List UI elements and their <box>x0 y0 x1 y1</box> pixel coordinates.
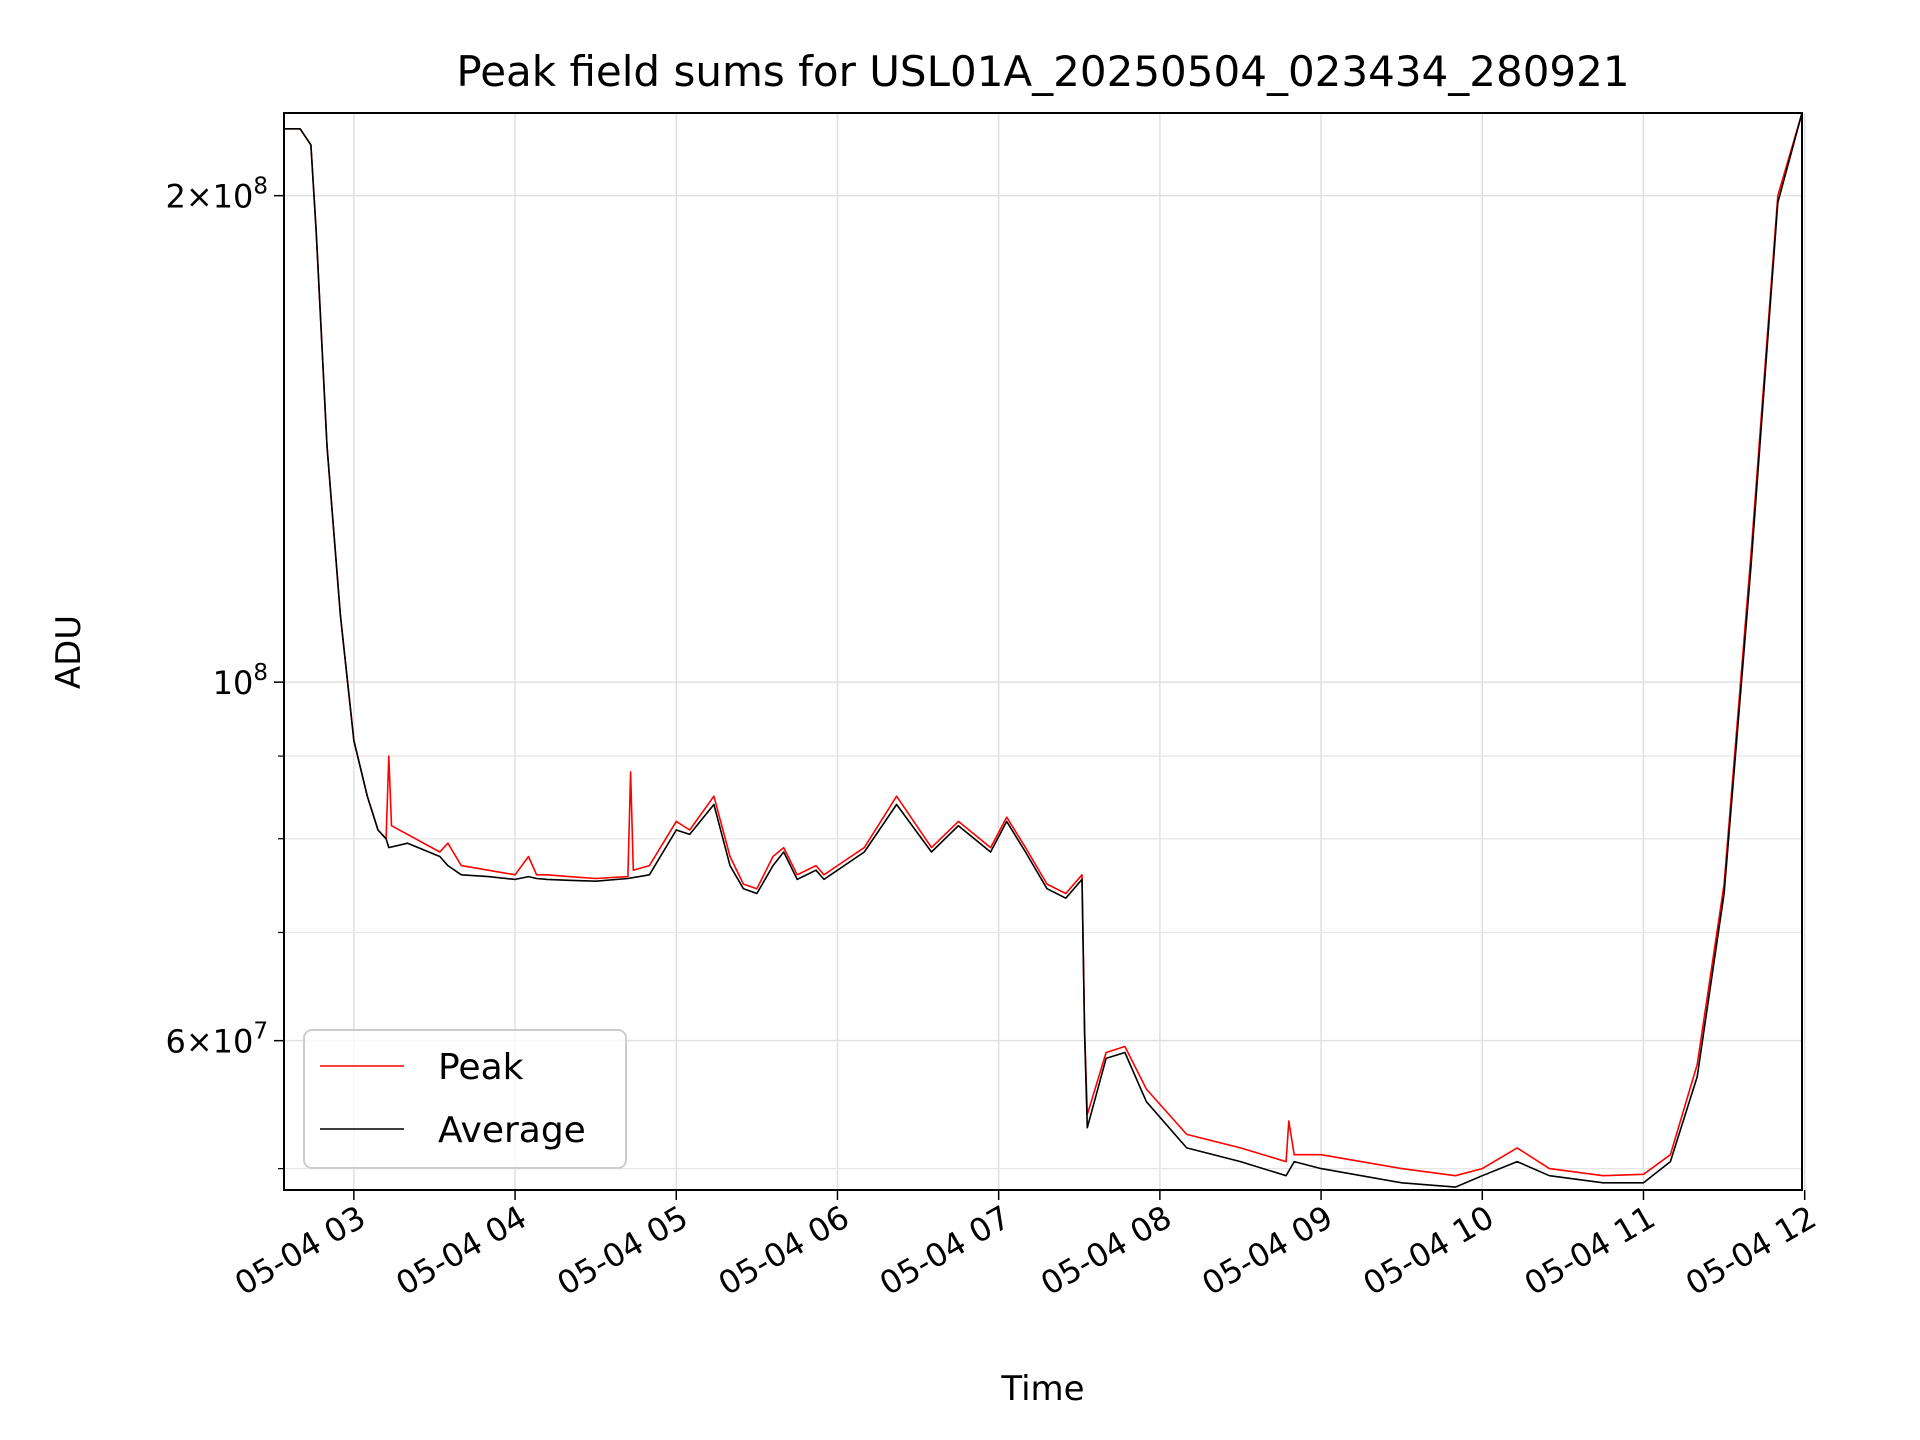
y-tick-label: 2×108 <box>165 174 268 216</box>
y-tick-base: 10 <box>213 1023 254 1061</box>
y-tick-exponent: 8 <box>253 660 268 686</box>
y-tick-mantissa: 2 <box>165 178 185 216</box>
y-tick-label: 108 <box>213 660 268 702</box>
y-tick-exponent: 7 <box>253 1019 268 1045</box>
plot-frame <box>283 112 1803 1191</box>
series-line-peak <box>284 113 1802 1177</box>
chart-title: Peak field sums for USL01A_20250504_0234… <box>456 47 1629 96</box>
y-tick-base: 10 <box>213 664 254 702</box>
legend: Peak Average <box>303 1029 627 1169</box>
y-tick-base: 10 <box>213 178 254 216</box>
series-layer <box>284 113 1802 1188</box>
legend-label-peak: Peak <box>438 1047 524 1088</box>
legend-box <box>303 1029 627 1169</box>
y-tick-exponent: 8 <box>253 174 268 200</box>
y-axis-label: ADU <box>49 615 89 689</box>
y-tick-times: × <box>186 1023 213 1061</box>
legend-label-average: Average <box>438 1110 586 1151</box>
y-tick-mantissa: 6 <box>165 1023 185 1061</box>
y-tick-label: 6×107 <box>165 1019 268 1061</box>
grid <box>284 113 1806 1190</box>
series-line-average <box>284 113 1802 1188</box>
y-tick-times: × <box>186 178 213 216</box>
x-axis-label: Time <box>1000 1369 1084 1409</box>
